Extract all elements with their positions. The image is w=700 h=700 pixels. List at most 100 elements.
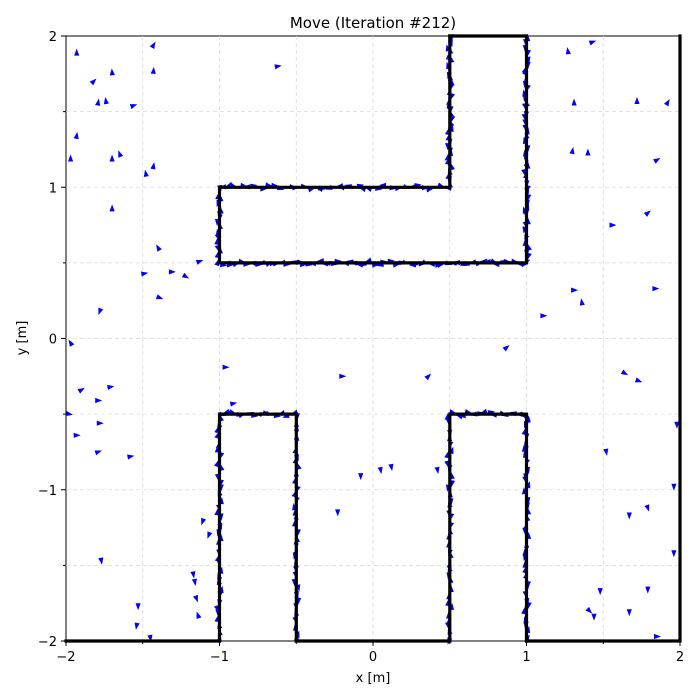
particle-marker [643, 210, 651, 217]
particle-marker [140, 271, 149, 277]
particle-marker [196, 611, 202, 620]
particle-marker [585, 148, 591, 156]
particle-marker [150, 66, 156, 75]
particle-marker [358, 473, 364, 481]
particle-marker [540, 313, 548, 319]
particle-marker [377, 466, 383, 475]
particle-marker [620, 369, 629, 376]
x-tick-label: 0 [369, 650, 377, 665]
particle-marker [444, 460, 450, 468]
particle-marker [156, 244, 162, 252]
particle-marker [585, 606, 593, 614]
particle-marker [634, 97, 640, 104]
particle-marker [73, 131, 79, 140]
y-tick-label: −2 [38, 635, 57, 650]
particle-marker [571, 287, 579, 293]
particle-marker [77, 387, 85, 394]
x-tick-label: 2 [676, 650, 684, 665]
particle-marker [98, 307, 104, 316]
particle-marker [74, 48, 80, 56]
particle-marker [671, 483, 677, 491]
particle-marker [502, 345, 510, 352]
particle-marker [626, 512, 632, 520]
particle-marker [107, 384, 115, 390]
particle-marker [65, 411, 74, 417]
particle-marker [207, 531, 213, 539]
x-axis-label: x [m] [356, 671, 391, 686]
particle-marker [565, 47, 571, 55]
chart-title: Move (Iteration #212) [290, 14, 456, 32]
particle-marker [603, 448, 609, 456]
particle-marker [645, 586, 651, 594]
particle-marker [591, 613, 597, 621]
particle-marker [149, 41, 156, 49]
particle-marker [296, 462, 302, 471]
particle-marker [191, 578, 197, 586]
particle-marker [73, 432, 81, 438]
particle-marker [68, 339, 75, 347]
x-tick-label: −1 [210, 650, 229, 665]
wall-segment [524, 34, 682, 643]
particle-marker [588, 40, 597, 46]
particle-marker [213, 604, 219, 613]
particle-marker [193, 594, 198, 603]
particle-marker [95, 98, 101, 106]
wall-segment [217, 34, 529, 265]
particle-marker [94, 450, 102, 456]
particle-marker [653, 158, 661, 164]
particle-marker [67, 154, 74, 162]
particle-marker [526, 243, 532, 251]
wall-segment [217, 412, 298, 643]
particle-marker [674, 421, 680, 429]
particle-marker [213, 459, 219, 468]
particle-marker [127, 454, 135, 460]
particle-marker [579, 298, 585, 306]
particle-marker [109, 204, 115, 212]
particle-marker [109, 154, 115, 162]
particle-marker [526, 252, 532, 260]
particle-marker [229, 401, 238, 407]
wall-layer [64, 34, 682, 643]
particle-marker [109, 68, 115, 76]
particle-marker [339, 373, 347, 379]
particle-marker [571, 98, 577, 106]
particle-marker [444, 450, 450, 459]
particle-marker [424, 373, 432, 381]
x-tick-label: 1 [522, 650, 530, 665]
particle-marker [135, 603, 141, 611]
particle-marker [644, 504, 650, 512]
y-tick-label: 2 [49, 30, 57, 45]
particle-marker [652, 286, 660, 292]
particle-marker [480, 408, 488, 414]
particle-marker [190, 571, 196, 579]
particle-marker [654, 633, 661, 640]
particle-marker [364, 257, 373, 263]
particle-marker [450, 115, 456, 123]
x-tick-label: −2 [56, 650, 75, 665]
particle-marker [95, 397, 103, 404]
y-tick-label: 1 [49, 181, 57, 196]
particle-marker [155, 294, 164, 300]
particle-marker [225, 181, 233, 187]
wall-segment [448, 412, 529, 643]
particle-marker [129, 104, 138, 110]
particle-marker [181, 272, 190, 279]
particle-marker [388, 463, 394, 472]
particle-marker [103, 97, 109, 105]
y-axis-label: y [m] [15, 321, 30, 356]
particle-marker [201, 517, 207, 526]
particle-marker [609, 222, 617, 228]
particle-marker [434, 466, 440, 475]
y-tick-label: −1 [38, 484, 57, 499]
particle-marker [134, 622, 140, 630]
particle-marker [222, 364, 230, 370]
particle-marker [195, 259, 204, 265]
particle-marker [634, 377, 643, 383]
particle-marker [335, 509, 341, 517]
particle-marker [118, 150, 124, 158]
particle-marker [597, 588, 603, 596]
particle-marker [663, 99, 670, 107]
particle-marker [626, 609, 632, 617]
particle-marker [671, 550, 677, 558]
